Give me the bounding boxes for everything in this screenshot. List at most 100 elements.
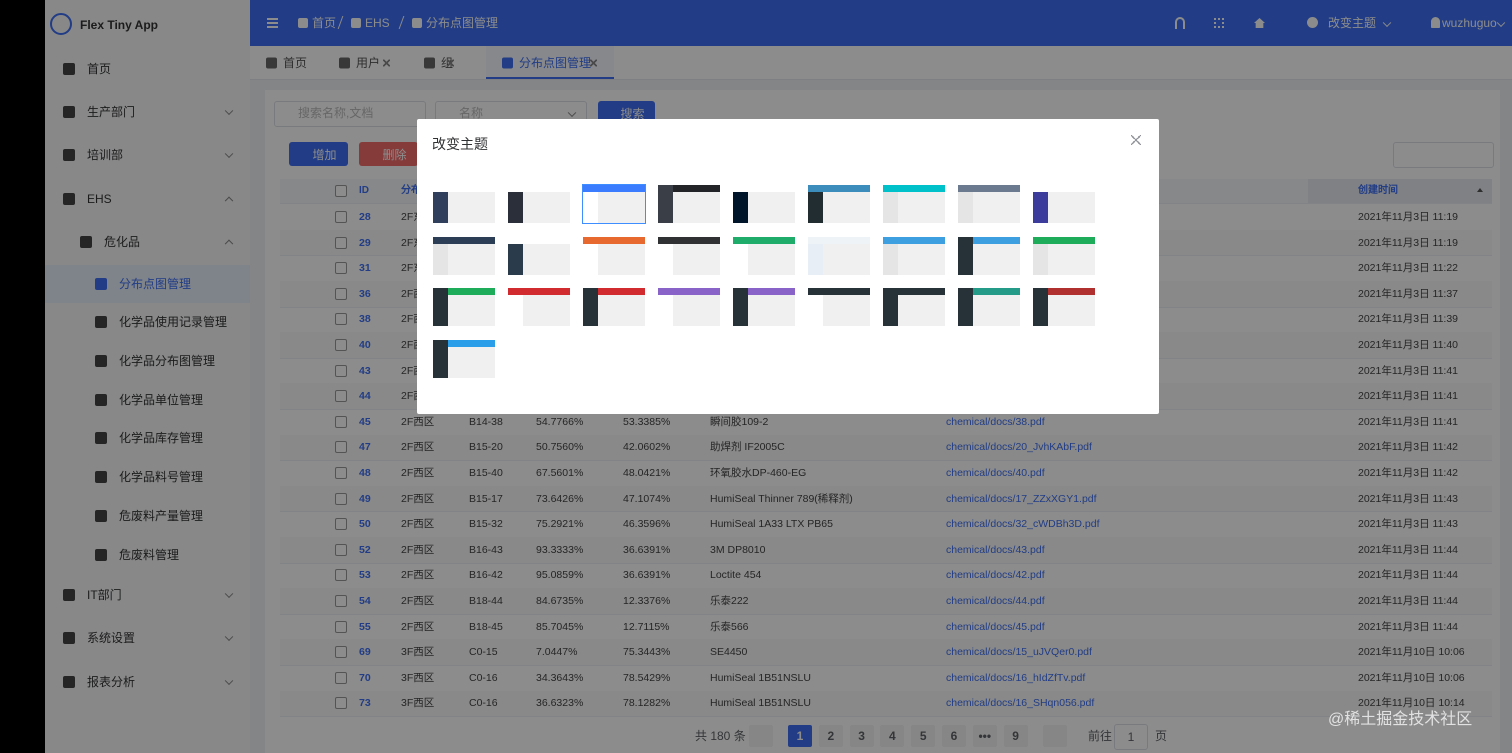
theme-swatch[interactable] — [433, 339, 495, 378]
home-button[interactable] — [1254, 18, 1265, 28]
cell-doc[interactable]: chemical/docs/42.pdf — [946, 569, 1045, 582]
row-checkbox[interactable] — [335, 364, 347, 377]
cell-id[interactable]: 47 — [359, 441, 371, 454]
delete-button[interactable]: 删除 — [359, 142, 418, 166]
theme-swatch[interactable] — [658, 288, 720, 326]
menu-item[interactable]: 生产部门 — [87, 105, 136, 119]
cell-id[interactable]: 54 — [359, 594, 371, 607]
goto-input[interactable]: 1 — [1114, 724, 1148, 750]
prev-page[interactable] — [749, 725, 773, 747]
page-number[interactable]: 1 — [788, 725, 812, 747]
row-checkbox[interactable] — [335, 620, 347, 633]
menu-item[interactable]: 化学品分布图管理 — [119, 354, 216, 368]
menu-toggle[interactable] — [267, 18, 278, 28]
row-checkbox[interactable] — [335, 569, 347, 582]
tab[interactable]: 首页 — [283, 56, 308, 70]
theme-swatch[interactable] — [508, 288, 570, 326]
row-checkbox[interactable] — [335, 313, 347, 326]
cell-id[interactable]: 69 — [359, 645, 371, 658]
cell-doc[interactable]: chemical/docs/16_hIdZfTv.pdf — [946, 671, 1086, 684]
theme-swatch[interactable] — [958, 236, 1020, 275]
page-number[interactable]: 4 — [880, 725, 905, 747]
row-checkbox[interactable] — [335, 595, 347, 607]
menu-item[interactable]: IT部门 — [87, 588, 122, 602]
theme-swatch[interactable] — [808, 185, 870, 223]
row-checkbox[interactable] — [335, 441, 347, 454]
cell-id[interactable]: 48 — [359, 466, 371, 479]
search-input[interactable] — [274, 101, 426, 127]
breadcrumb-item[interactable]: EHS — [365, 16, 390, 30]
theme-button[interactable]: 改变主题 — [1328, 16, 1377, 30]
menu-item[interactable]: 化学品使用记录管理 — [119, 315, 228, 329]
theme-swatch[interactable] — [1033, 236, 1095, 275]
page-number[interactable]: ••• — [972, 725, 997, 747]
tab[interactable]: 分布点图管理 — [519, 56, 592, 70]
theme-swatch[interactable] — [582, 184, 646, 224]
theme-swatch[interactable] — [883, 185, 945, 223]
menu-item[interactable]: 报表分析 — [87, 675, 136, 689]
cell-id[interactable]: 73 — [359, 697, 371, 710]
tab-close[interactable] — [447, 59, 454, 67]
cell-id[interactable]: 53 — [359, 569, 371, 582]
column-header[interactable]: 创建时间 — [1358, 185, 1398, 196]
cell-id[interactable]: 43 — [359, 364, 371, 377]
page-number[interactable]: 3 — [849, 725, 874, 747]
row-checkbox[interactable] — [335, 697, 347, 710]
cell-doc[interactable]: chemical/docs/38.pdf — [946, 415, 1045, 428]
menu-item[interactable]: 化学品单位管理 — [119, 393, 204, 407]
page-number[interactable]: 5 — [911, 725, 936, 747]
theme-swatch[interactable] — [508, 236, 570, 275]
cell-id[interactable]: 38 — [359, 313, 371, 326]
select-all[interactable] — [335, 185, 347, 197]
cell-doc[interactable]: chemical/docs/20_JvhKAbF.pdf — [946, 441, 1092, 454]
row-checkbox[interactable] — [335, 390, 347, 403]
tab[interactable]: 用户 — [356, 56, 381, 70]
cell-id[interactable]: 45 — [359, 415, 371, 428]
theme-swatch[interactable] — [433, 185, 495, 223]
row-checkbox[interactable] — [335, 236, 347, 249]
row-checkbox[interactable] — [335, 671, 347, 684]
row-checkbox[interactable] — [335, 339, 347, 351]
row-checkbox[interactable] — [335, 211, 347, 223]
column-header[interactable]: 分布图 — [401, 185, 431, 196]
fullscreen-button[interactable] — [1214, 18, 1224, 28]
cell-id[interactable]: 29 — [359, 236, 371, 249]
cell-doc[interactable]: chemical/docs/43.pdf — [946, 543, 1045, 556]
row-checkbox[interactable] — [335, 543, 347, 556]
modal-close[interactable] — [1131, 135, 1141, 145]
tab-close[interactable] — [383, 59, 390, 67]
menu-item[interactable]: 化学品库存管理 — [119, 431, 204, 445]
cell-id[interactable]: 49 — [359, 492, 371, 505]
menu-item[interactable]: EHS — [87, 192, 112, 206]
next-page[interactable] — [1043, 725, 1067, 747]
menu-item[interactable]: 化学品料号管理 — [119, 470, 204, 484]
theme-swatch[interactable] — [808, 236, 870, 275]
theme-swatch[interactable] — [1033, 288, 1095, 326]
menu-item[interactable]: 危废料管理 — [119, 548, 180, 562]
theme-swatch[interactable] — [658, 185, 720, 223]
tab-close[interactable] — [590, 59, 597, 67]
theme-swatch[interactable] — [508, 185, 570, 223]
cell-id[interactable]: 52 — [359, 543, 371, 556]
row-checkbox[interactable] — [335, 467, 347, 479]
tool-buttons[interactable] — [1393, 142, 1494, 168]
theme-swatch[interactable] — [1033, 185, 1095, 223]
row-checkbox[interactable] — [335, 262, 347, 275]
cell-id[interactable]: 36 — [359, 287, 371, 300]
cell-doc[interactable]: chemical/docs/17_ZZxXGY1.pdf — [946, 492, 1097, 505]
menu-item[interactable]: 危化品 — [104, 235, 141, 249]
cell-id[interactable]: 40 — [359, 338, 371, 351]
theme-swatch[interactable] — [733, 236, 795, 275]
cell-id[interactable]: 44 — [359, 389, 371, 402]
cell-doc[interactable]: chemical/docs/45.pdf — [946, 620, 1045, 633]
menu-item[interactable]: 培训部 — [87, 148, 124, 162]
cell-id[interactable]: 70 — [359, 671, 371, 684]
row-checkbox[interactable] — [335, 492, 347, 505]
cell-doc[interactable]: chemical/docs/44.pdf — [946, 594, 1045, 607]
cell-doc[interactable]: chemical/docs/15_uJVQer0.pdf — [946, 645, 1092, 658]
cell-doc[interactable]: chemical/docs/16_SHqn056.pdf — [946, 697, 1095, 710]
theme-swatch[interactable] — [658, 236, 720, 275]
font-size-button[interactable] — [1175, 17, 1185, 29]
cell-id[interactable]: 31 — [359, 261, 371, 274]
cell-id[interactable]: 28 — [359, 210, 371, 223]
